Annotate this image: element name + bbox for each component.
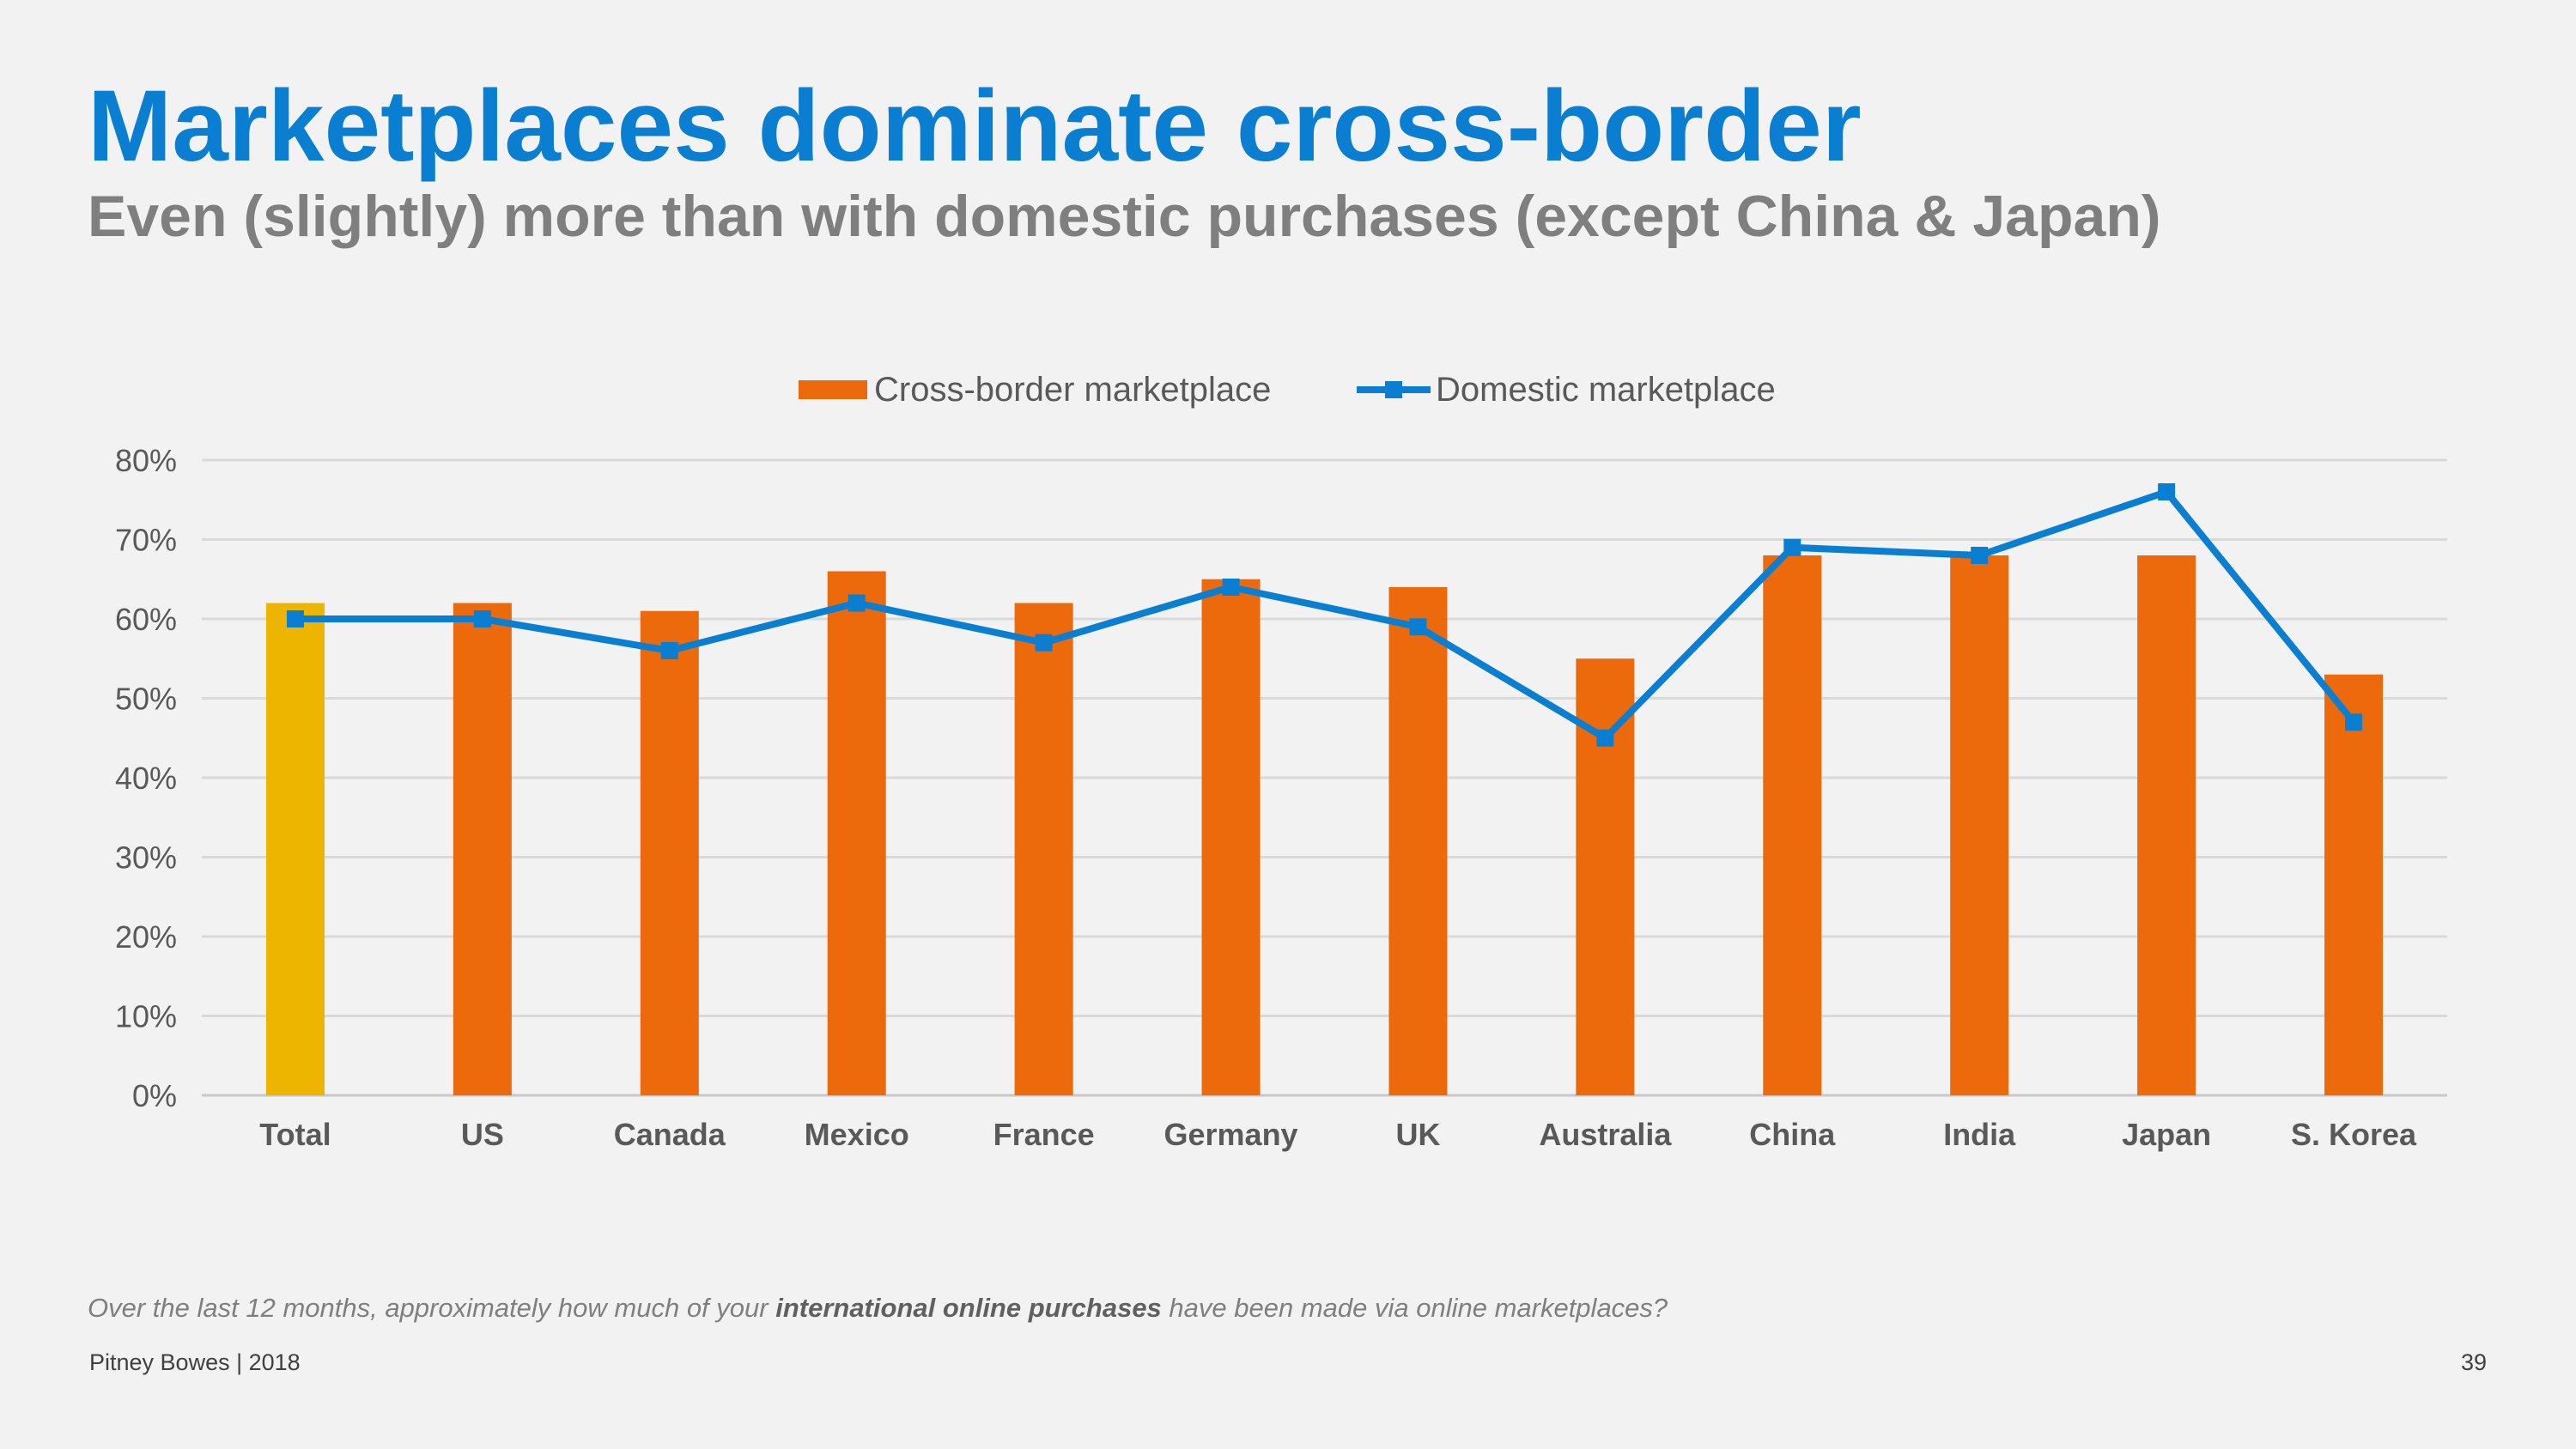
point-total — [286, 610, 304, 627]
slide-subtitle: Even (slightly) more than with domestic … — [88, 184, 2161, 249]
bar-germany — [1201, 579, 1261, 1095]
x-tick-label: Canada — [614, 1117, 726, 1152]
chart-legend: Cross-border marketplace Domestic marketp… — [799, 371, 1776, 409]
domestic-line — [286, 483, 2363, 747]
chart-gridlines — [202, 458, 2447, 1097]
x-axis-ticks: Total US Canada Mexico France Germany UK Austra… — [259, 1117, 2417, 1152]
y-tick-label: 70% — [115, 523, 177, 558]
x-tick-label: Mexico — [805, 1117, 909, 1152]
x-tick-label: Japan — [2122, 1117, 2211, 1152]
point-s-korea — [2345, 713, 2363, 731]
point-australia — [1596, 729, 1614, 747]
y-tick-label: 40% — [115, 761, 177, 796]
point-india — [1971, 547, 1989, 564]
x-tick-label: France — [993, 1117, 1095, 1152]
x-tick-label: UK — [1395, 1117, 1440, 1152]
y-tick-label: 10% — [115, 999, 177, 1034]
y-tick-label: 30% — [115, 840, 177, 876]
slide-title: Marketplaces dominate cross-border — [88, 70, 1862, 183]
legend-swatch-domestic-marker — [1385, 381, 1402, 398]
y-tick-label: 80% — [115, 443, 177, 478]
x-tick-label: US — [461, 1117, 504, 1152]
bar-us — [453, 603, 512, 1095]
domestic-line-path — [295, 488, 2357, 742]
point-japan — [2158, 483, 2176, 500]
point-germany — [1222, 579, 1240, 596]
point-uk — [1409, 618, 1427, 636]
y-tick-label: 20% — [115, 919, 177, 955]
source-credit: Pitney Bowes | 2018 — [89, 1349, 301, 1375]
point-france — [1035, 634, 1053, 652]
footnote-text-bold: international online purchases — [775, 1293, 1162, 1323]
y-tick-label: 60% — [115, 602, 177, 637]
point-us — [473, 610, 491, 627]
point-canada — [660, 642, 678, 659]
cross-border-bars — [265, 555, 2384, 1095]
x-tick-label: India — [1943, 1117, 2016, 1152]
bar-canada — [640, 610, 699, 1095]
y-tick-label: 0% — [132, 1078, 177, 1113]
bar-total — [265, 603, 325, 1095]
point-china — [1783, 538, 1801, 556]
legend-label-domestic: Domestic marketplace — [1436, 371, 1776, 409]
x-tick-label: China — [1749, 1117, 1836, 1152]
footnote-text-post: have been made via online marketplaces? — [1161, 1293, 1668, 1323]
x-tick-label: Germany — [1164, 1117, 1298, 1152]
bar-japan — [2137, 555, 2196, 1095]
x-tick-label: Australia — [1539, 1117, 1672, 1152]
survey-question-footnote: Over the last 12 months, approximately h… — [88, 1293, 1668, 1324]
y-tick-label: 50% — [115, 682, 177, 717]
legend-label-cross-border: Cross-border marketplace — [874, 371, 1271, 409]
page-number: 39 — [2460, 1349, 2487, 1375]
x-tick-label: Total — [259, 1117, 331, 1152]
bar-s-korea — [2324, 674, 2384, 1095]
bar-china — [1763, 555, 1822, 1095]
point-mexico — [848, 594, 866, 612]
bar-uk — [1388, 587, 1448, 1095]
bar-mexico — [827, 571, 886, 1095]
legend-swatch-cross-border — [799, 380, 867, 399]
x-tick-label: S. Korea — [2291, 1117, 2417, 1152]
bar-france — [1014, 603, 1073, 1095]
bar-india — [1950, 555, 2009, 1095]
y-axis-ticks: 0% 10% 20% 30% 40% 50% 60% 70% 80% — [115, 443, 177, 1113]
footnote-text-pre: Over the last 12 months, approximately h… — [88, 1293, 776, 1323]
